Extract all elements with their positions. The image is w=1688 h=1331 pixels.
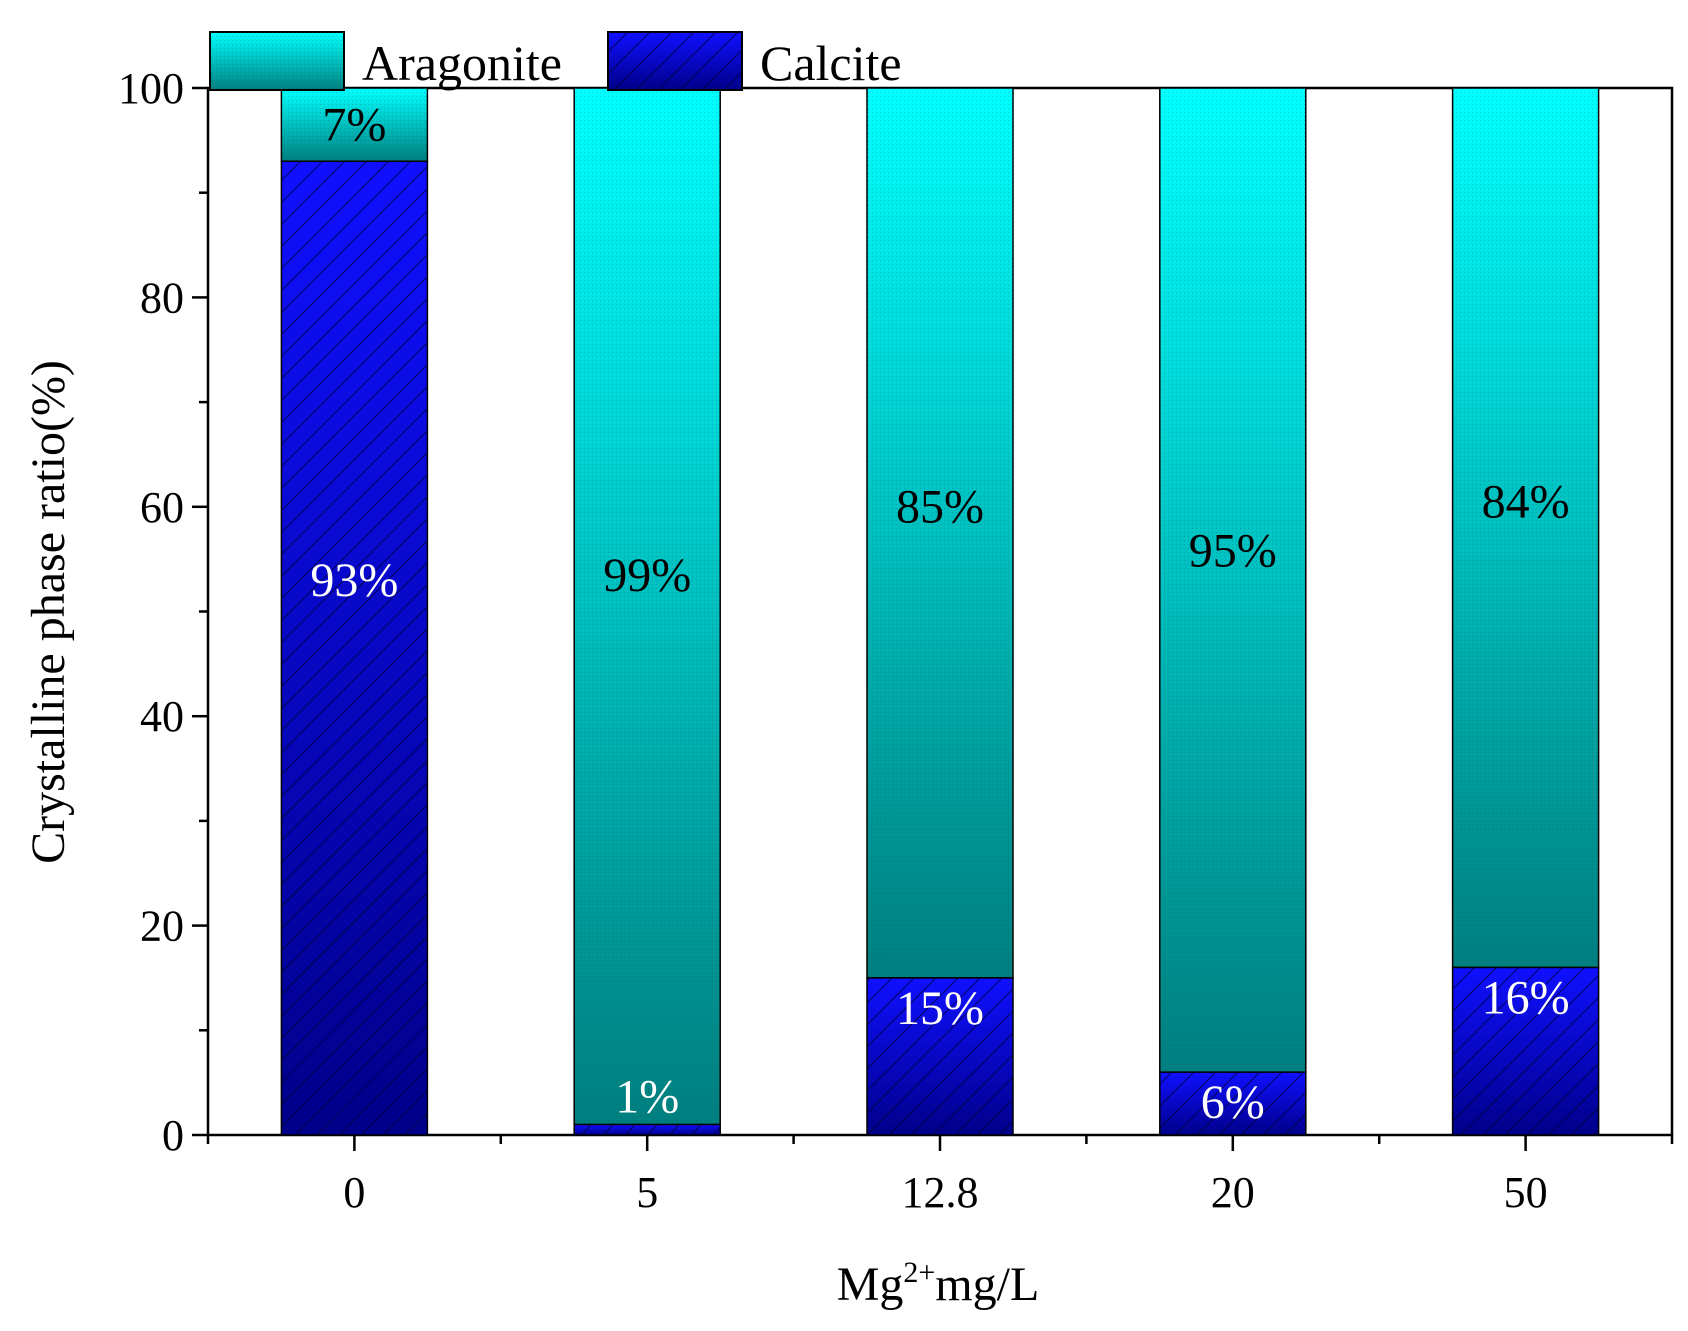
data-label-aragonite-50: 84% bbox=[1482, 475, 1570, 528]
bar-calcite-hatch-12.8 bbox=[867, 977, 1013, 1135]
bar-calcite-hatch-0 bbox=[281, 161, 428, 1136]
data-label-aragonite-12.8: 85% bbox=[896, 480, 984, 533]
y-tick-label-40: 40 bbox=[140, 692, 184, 741]
data-label-calcite-50: 16% bbox=[1482, 971, 1570, 1024]
data-label-aragonite-5: 99% bbox=[603, 549, 691, 602]
y-tick-label-20: 20 bbox=[140, 902, 184, 951]
data-label-calcite-20: 6% bbox=[1201, 1076, 1265, 1129]
legend-label-aragonite: Aragonite bbox=[362, 35, 562, 91]
data-label-calcite-0: 93% bbox=[310, 554, 398, 607]
bar-calcite-hatch-50 bbox=[1452, 967, 1599, 1135]
data-label-calcite-5: 1% bbox=[615, 1071, 679, 1124]
x-axis-title-superscript: 2+ bbox=[903, 1256, 935, 1289]
data-label-aragonite-20: 95% bbox=[1189, 525, 1277, 578]
legend-label-calcite: Calcite bbox=[760, 35, 902, 91]
y-tick-label-100: 100 bbox=[118, 64, 184, 113]
y-tick-label-0: 0 bbox=[162, 1111, 184, 1160]
x-axis-title: Mg2+mg/L bbox=[837, 1256, 1040, 1311]
x-tick-label-0: 0 bbox=[343, 1168, 365, 1217]
legend-swatch-texture-calcite bbox=[608, 32, 742, 90]
bar-aragonite-texture-12.8 bbox=[867, 88, 1013, 978]
x-axis-title-unit: mg/L bbox=[935, 1258, 1039, 1311]
y-tick-label-60: 60 bbox=[140, 483, 184, 532]
bar-aragonite-texture-50 bbox=[1452, 88, 1599, 968]
data-label-calcite-12.8: 15% bbox=[896, 982, 984, 1035]
bar-aragonite-texture-5 bbox=[574, 88, 721, 1125]
axes: 0 20 40 60 80 100 0 5 12.8 20 50 bbox=[118, 64, 1674, 1217]
bar-aragonite-texture-20 bbox=[1159, 88, 1306, 1073]
y-axis-title: Crystalline phase ratio(%) bbox=[22, 360, 75, 864]
x-tick-label-50: 50 bbox=[1504, 1168, 1548, 1217]
x-tick-label-12.8: 12.8 bbox=[902, 1168, 979, 1217]
data-label-aragonite-0: 7% bbox=[322, 99, 386, 152]
legend-swatch-texture-aragonite bbox=[210, 32, 344, 90]
x-tick-label-5: 5 bbox=[636, 1168, 658, 1217]
x-axis-title-main: Mg bbox=[837, 1258, 904, 1311]
data-labels: 7% 93% 99% 1% 85% 15% 95% 6% 84% 16% bbox=[310, 99, 1569, 1130]
bars bbox=[280, 87, 1600, 1136]
bar-calcite-hatch-5 bbox=[574, 1124, 721, 1135]
bar-calcite-hatch-20 bbox=[1159, 1072, 1306, 1135]
y-tick-label-80: 80 bbox=[140, 273, 184, 322]
legend: Aragonite Calcite bbox=[209, 31, 902, 91]
x-tick-label-20: 20 bbox=[1211, 1168, 1255, 1217]
bar-aragonite-texture-0 bbox=[281, 88, 428, 162]
